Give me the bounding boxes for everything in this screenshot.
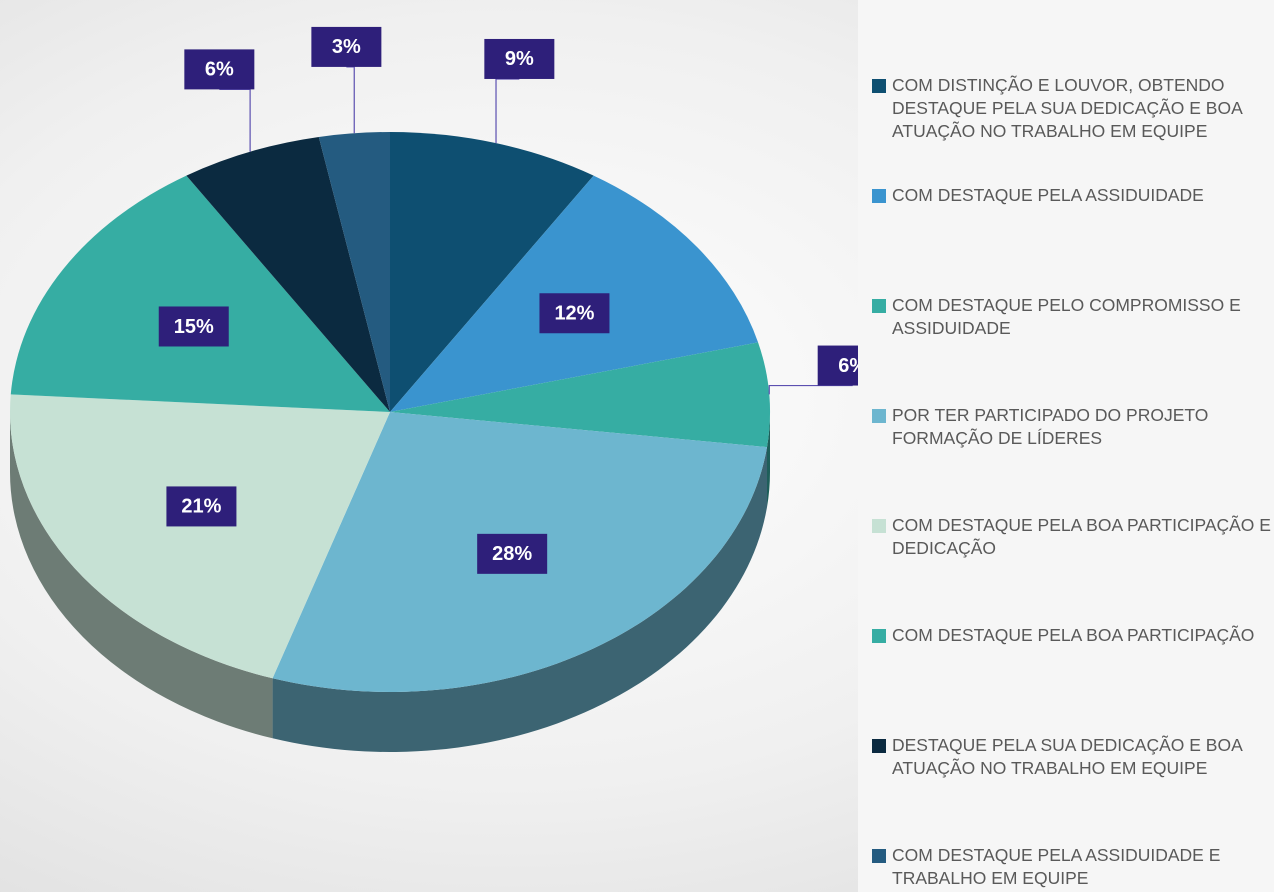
slice-side — [10, 412, 273, 739]
legend-label: COM DISTINÇÃO E LOUVOR, OBTENDO DESTAQUE… — [892, 75, 1242, 141]
leader-line — [346, 66, 355, 134]
legend-swatch — [872, 409, 886, 423]
legend-swatch — [872, 849, 886, 863]
label-box — [477, 533, 548, 574]
label-box — [158, 306, 229, 347]
legend-label: DESTAQUE PELA SUA DEDICAÇÃO E BOA ATUAÇÃ… — [892, 735, 1242, 778]
pie-slice — [390, 132, 594, 412]
legend-label: COM DESTAQUE PELO COMPROMISSO E ASSIDUID… — [892, 295, 1241, 338]
leader-line — [495, 78, 520, 144]
leader-line — [768, 384, 853, 395]
pie-slice — [9, 394, 391, 679]
legend-item: COM DISTINÇÃO E LOUVOR, OBTENDO DESTAQUE… — [872, 74, 1272, 143]
legend-label: COM DESTAQUE PELA BOA PARTICIPAÇÃO E DED… — [892, 515, 1271, 558]
legend-item: COM DESTAQUE PELA ASSIDUIDADE — [872, 184, 1272, 207]
data-label: 12% — [554, 303, 594, 325]
legend-item: DESTAQUE PELA SUA DEDICAÇÃO E BOA ATUAÇÃ… — [872, 734, 1272, 780]
legend-swatch — [872, 79, 886, 93]
legend-item: POR TER PARTICIPADO DO PROJETO FORMAÇÃO … — [872, 404, 1272, 450]
legend-item: COM DESTAQUE PELO COMPROMISSO E ASSIDUID… — [872, 294, 1272, 340]
data-label: 9% — [505, 48, 534, 70]
legend-swatch — [872, 299, 886, 313]
legend-label: COM DESTAQUE PELA ASSIDUIDADE E TRABALHO… — [892, 845, 1221, 888]
legend-item: COM DESTAQUE PELA BOA PARTICIPAÇÃO — [872, 624, 1272, 647]
leader-line — [219, 88, 251, 152]
data-label: 6% — [205, 59, 234, 81]
pie-slice — [186, 136, 390, 412]
legend-label: COM DESTAQUE PELA ASSIDUIDADE — [892, 185, 1204, 205]
pie-slice — [10, 175, 390, 412]
data-label: 21% — [181, 496, 221, 518]
legend-item: COM DESTAQUE PELA ASSIDUIDADE E TRABALHO… — [872, 844, 1272, 890]
legend-label: COM DESTAQUE PELA BOA PARTICIPAÇÃO — [892, 625, 1255, 645]
legend-swatch — [872, 189, 886, 203]
legend-swatch — [872, 629, 886, 643]
legend-panel — [858, 0, 1274, 892]
pie-slice — [318, 132, 390, 412]
label-box — [166, 486, 237, 527]
pie-slice — [390, 342, 770, 448]
label-box — [817, 345, 858, 386]
slice-side — [767, 412, 770, 508]
slice-side — [272, 447, 768, 753]
legend-swatch — [872, 739, 886, 753]
data-label: 6% — [838, 355, 858, 377]
label-box — [484, 38, 555, 79]
data-label: 3% — [332, 36, 361, 58]
label-box — [539, 293, 610, 334]
data-label: 15% — [174, 316, 214, 338]
legend-item: COM DESTAQUE PELA BOA PARTICIPAÇÃO E DED… — [872, 514, 1272, 560]
label-box — [311, 26, 382, 67]
legend-swatch — [872, 519, 886, 533]
label-box — [184, 49, 255, 90]
legend-label: POR TER PARTICIPADO DO PROJETO FORMAÇÃO … — [892, 405, 1209, 448]
pie-area: 9% 12% 6% 28% 21% 15% 6% 3% — [9, 26, 858, 753]
data-label: 28% — [492, 543, 532, 565]
